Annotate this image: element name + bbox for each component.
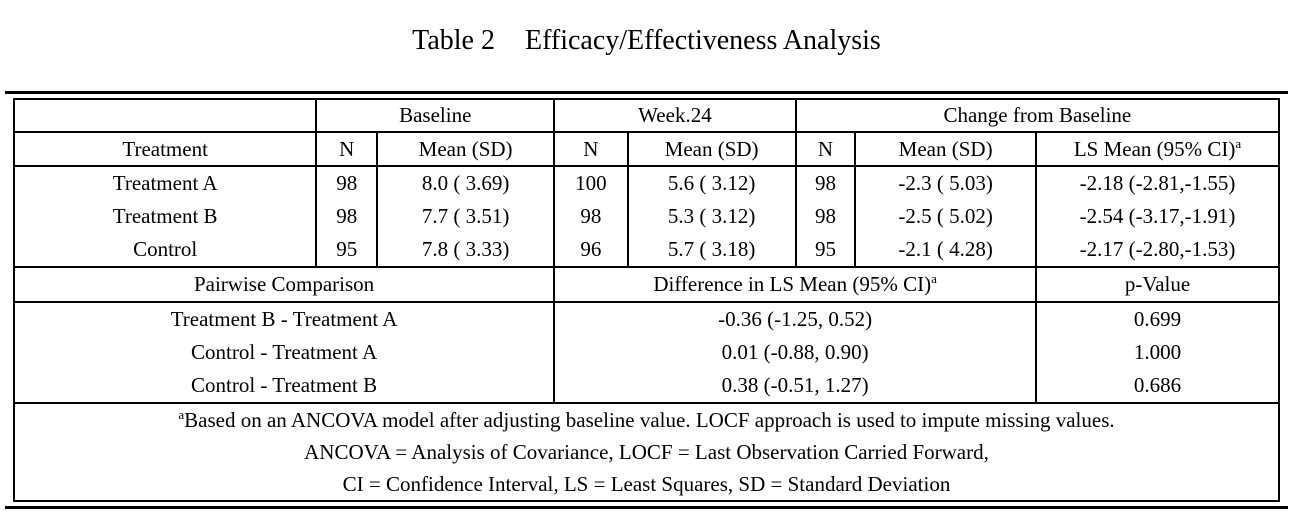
change-n-cell: 98	[794, 166, 856, 200]
col-header-treatment: Treatment	[12, 132, 317, 166]
week24-n-cell: 96	[553, 233, 628, 267]
difference-ls-mean-header: Difference in LS Mean (95% CI)a	[553, 267, 1037, 302]
change-ls-mean-cell: -2.17 (-2.80,-1.53)	[1035, 233, 1279, 267]
footnote-line-2: ANCOVA = Analysis of Covariance, LOCF = …	[304, 440, 989, 464]
table-row-control: Control 95 7.8 ( 3.33) 96 5.7 ( 3.18) 95…	[12, 233, 1279, 267]
pairwise-row-b-vs-a: Treatment B - Treatment A -0.36 (-1.25, …	[12, 302, 1279, 336]
group-header-change-from-baseline: Change from Baseline	[794, 99, 1279, 132]
column-header-row: Treatment N Mean (SD) N Mean (SD) N Mean…	[12, 132, 1279, 166]
baseline-mean-sd-cell: 7.8 ( 3.33)	[376, 233, 555, 267]
baseline-mean-sd-cell: 8.0 ( 3.69)	[376, 166, 555, 200]
baseline-n-cell: 98	[315, 166, 378, 200]
footnote-line-1-text: Based on an ANCOVA model after adjusting…	[184, 408, 1115, 432]
footnote-line-1: aBased on an ANCOVA model after adjustin…	[19, 404, 1274, 436]
baseline-n-cell: 95	[315, 233, 378, 267]
p-value-cell: 1.000	[1035, 336, 1279, 369]
group-header-row: Baseline Week.24 Change from Baseline	[12, 99, 1279, 132]
change-ls-mean-cell: -2.18 (-2.81,-1.55)	[1035, 166, 1279, 200]
pairwise-row-control-vs-a: Control - Treatment A 0.01 (-0.88, 0.90)…	[12, 336, 1279, 369]
change-ls-mean-cell: -2.54 (-3.17,-1.91)	[1035, 200, 1279, 233]
col-header-week24-n: N	[553, 132, 628, 166]
week24-mean-sd-cell: 5.6 ( 3.12)	[626, 166, 796, 200]
p-value-header: p-Value	[1035, 267, 1279, 302]
comparison-cell: Control - Treatment B	[12, 369, 555, 403]
footnote-block: aBased on an ANCOVA model after adjustin…	[13, 403, 1279, 501]
change-mean-sd-cell: -2.3 ( 5.03)	[854, 166, 1037, 200]
table-caption-title: Efficacy/Effectiveness Analysis	[524, 25, 881, 56]
efficacy-table: Baseline Week.24 Change from Baseline Tr…	[12, 98, 1280, 502]
comparison-cell: Treatment B - Treatment A	[12, 302, 555, 336]
efficacy-table-outer-border: Baseline Week.24 Change from Baseline Tr…	[5, 91, 1288, 509]
footnote-marker: a	[178, 407, 185, 422]
comparison-cell: Control - Treatment A	[12, 336, 555, 369]
ls-mean-label: LS Mean (95% CI)	[1073, 137, 1236, 161]
week24-mean-sd-cell: 5.7 ( 3.18)	[626, 233, 796, 267]
col-header-change-n: N	[794, 132, 856, 166]
pairwise-header-row: Pairwise Comparison Difference in LS Mea…	[12, 267, 1279, 302]
change-mean-sd-cell: -2.1 ( 4.28)	[854, 233, 1037, 267]
change-mean-sd-cell: -2.5 ( 5.02)	[854, 200, 1037, 233]
difference-cell: 0.38 (-0.51, 1.27)	[553, 369, 1037, 403]
change-n-cell: 95	[794, 233, 856, 267]
footnote-line-3: CI = Confidence Interval, LS = Least Squ…	[342, 472, 951, 496]
table-caption: Table 2 Efficacy/Effectiveness Analysis	[0, 24, 1293, 58]
p-value-cell: 0.699	[1035, 302, 1279, 336]
col-header-week24-mean-sd: Mean (SD)	[626, 132, 796, 166]
difference-footnote-marker: a	[931, 271, 937, 286]
ls-mean-footnote-marker: a	[1235, 136, 1242, 151]
difference-cell: 0.01 (-0.88, 0.90)	[553, 336, 1037, 369]
document-page: Table 2 Efficacy/Effectiveness Analysis B…	[0, 24, 1293, 528]
difference-label: Difference in LS Mean (95% CI)	[653, 272, 932, 296]
p-value-cell: 0.686	[1035, 369, 1279, 403]
col-header-change-mean-sd: Mean (SD)	[854, 132, 1037, 166]
table-caption-number: Table 2	[412, 25, 495, 56]
baseline-n-cell: 98	[315, 200, 378, 233]
footnote-row: aBased on an ANCOVA model after adjustin…	[13, 403, 1279, 501]
corner-cell	[12, 99, 317, 132]
treatment-cell: Treatment A	[12, 166, 317, 200]
table-row-treatment-b: Treatment B 98 7.7 ( 3.51) 98 5.3 ( 3.12…	[12, 200, 1279, 233]
col-header-baseline-mean-sd: Mean (SD)	[376, 132, 555, 166]
week24-n-cell: 98	[553, 200, 628, 233]
pairwise-row-control-vs-b: Control - Treatment B 0.38 (-0.51, 1.27)…	[12, 369, 1279, 403]
group-header-week24: Week.24	[553, 99, 796, 132]
col-header-ls-mean: LS Mean (95% CI)a	[1035, 132, 1279, 166]
col-header-baseline-n: N	[315, 132, 378, 166]
pairwise-comparison-header: Pairwise Comparison	[12, 267, 555, 302]
group-header-baseline: Baseline	[315, 99, 555, 132]
treatment-cell: Treatment B	[12, 200, 317, 233]
week24-n-cell: 100	[553, 166, 628, 200]
baseline-mean-sd-cell: 7.7 ( 3.51)	[376, 200, 555, 233]
difference-cell: -0.36 (-1.25, 0.52)	[553, 302, 1037, 336]
table-row-treatment-a: Treatment A 98 8.0 ( 3.69) 100 5.6 ( 3.1…	[12, 166, 1279, 200]
change-n-cell: 98	[794, 200, 856, 233]
treatment-cell: Control	[12, 233, 317, 267]
week24-mean-sd-cell: 5.3 ( 3.12)	[626, 200, 796, 233]
